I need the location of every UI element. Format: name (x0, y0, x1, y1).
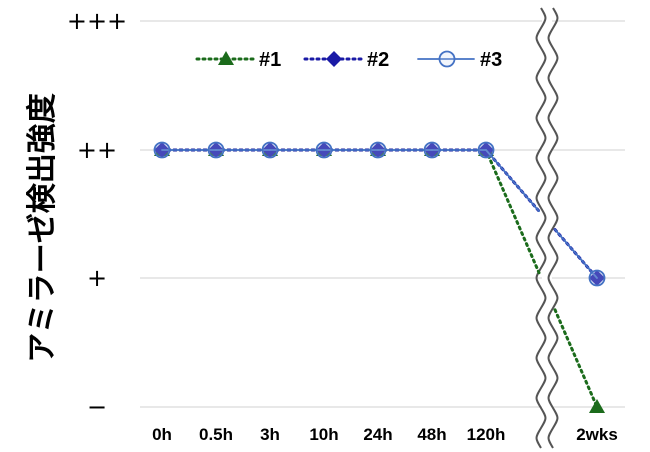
data-point (153, 141, 171, 159)
series-line (485, 149, 540, 213)
x-tick-labels: 0h 0.5h 3h 10h 24h 48h 120h 2wks (152, 425, 618, 444)
data-point (423, 141, 441, 159)
series-2 (154, 142, 605, 286)
axis-break (535, 5, 559, 449)
axis-break-gap (542, 5, 552, 445)
y-tick-label: + (87, 264, 107, 292)
series-line (484, 148, 541, 275)
series-layer (153, 141, 606, 413)
data-point (207, 141, 225, 159)
legend-label: #1 (259, 49, 281, 71)
x-tick-label: 120h (467, 425, 506, 444)
legend-item-3: #3 (417, 49, 502, 71)
axis-break-line (547, 7, 559, 449)
legend: #1 #2 #3 (195, 49, 502, 71)
data-point (326, 51, 342, 67)
x-tick-label: 48h (417, 425, 446, 444)
axis-break-line (535, 7, 547, 449)
series-3 (153, 141, 606, 287)
x-tick-label: 0.5h (199, 425, 233, 444)
y-tick-labels: −++++++ (67, 7, 127, 421)
x-tick-label: 3h (260, 425, 280, 444)
data-point (261, 141, 279, 159)
data-point (315, 141, 333, 159)
legend-item-1: #1 (195, 49, 281, 71)
x-tick-label: 10h (309, 425, 338, 444)
legend-item-2: #2 (303, 49, 389, 71)
legend-label: #3 (480, 49, 502, 71)
x-tick-label: 0h (152, 425, 172, 444)
x-tick-label: 2wks (576, 425, 618, 444)
data-point (589, 399, 605, 413)
data-point (218, 51, 234, 65)
data-point (588, 269, 606, 287)
x-tick-label: 24h (363, 425, 392, 444)
y-axis-label: アミラーゼ検出強度 (25, 93, 60, 362)
legend-label: #2 (367, 49, 389, 71)
series-line (554, 228, 598, 279)
data-point (438, 50, 456, 68)
y-tick-label: − (87, 393, 107, 421)
data-point (369, 141, 387, 159)
data-point (477, 141, 495, 159)
y-tick-label: ++ (77, 136, 117, 164)
y-tick-label: +++ (67, 7, 127, 35)
series-line (553, 308, 599, 409)
